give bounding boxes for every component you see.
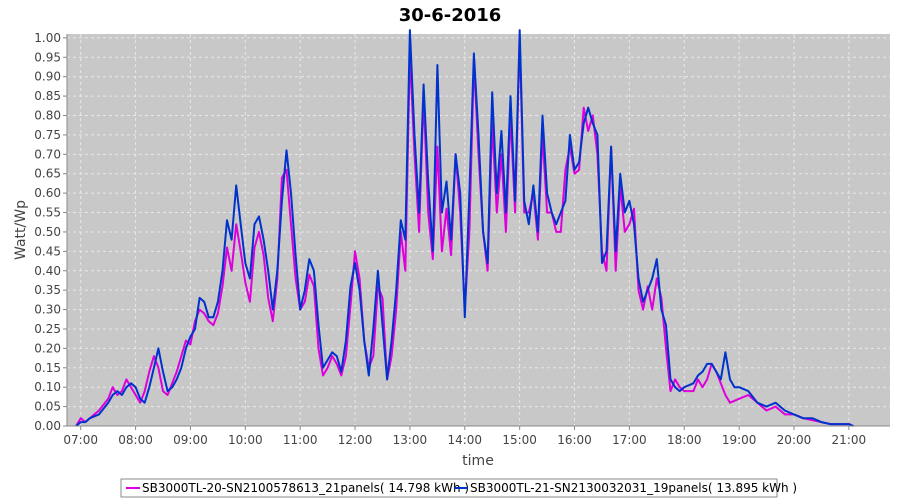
x-tick-label: 20:00 [777, 433, 812, 447]
x-tick-label: 10:00 [228, 433, 263, 447]
series-lines [75, 29, 854, 427]
legend-label-series-1: SB3000TL-20-SN2100578613_21panels( 14.79… [142, 481, 469, 495]
x-tick-label: 09:00 [173, 433, 208, 447]
y-tick-label: 0.25 [34, 322, 61, 336]
y-tick-label: 0.90 [34, 70, 61, 84]
y-axis-title: Watt/Wp [13, 200, 29, 260]
y-tick-label: 0.55 [34, 206, 61, 220]
y-tick-label: 0.75 [34, 128, 61, 142]
axes: 0.00 0.05 0.10 0.15 0.20 0.25 0.30 0.35 0.40 0.45… [34, 31, 890, 447]
y-tick-label: 0.15 [34, 361, 61, 375]
y-tick-label: 0.35 [34, 283, 61, 297]
y-tick-label: 0.10 [34, 380, 61, 394]
y-tick-label: 0.05 [34, 400, 61, 414]
y-tick-label: 0.20 [34, 341, 61, 355]
x-tick-label: 07:00 [63, 433, 98, 447]
series-line-2 [75, 29, 854, 427]
y-tick-label: 0.80 [34, 109, 61, 123]
x-tick-label: 08:00 [118, 433, 153, 447]
y-tick-label: 0.65 [34, 167, 61, 181]
series-line-1 [75, 36, 854, 427]
x-tick-label: 14:00 [447, 433, 482, 447]
chart-title: 30-6-2016 [399, 5, 502, 26]
x-axis-title: time [462, 453, 494, 469]
x-tick-label: 15:00 [502, 433, 537, 447]
y-tick-label: 0.50 [34, 225, 61, 239]
legend: SB3000TL-20-SN2100578613_21panels( 14.79… [120, 478, 797, 498]
x-tick-label: 19:00 [722, 433, 757, 447]
grid [67, 34, 890, 427]
y-tick-label: 0.00 [34, 419, 61, 433]
y-tick-label: 0.85 [34, 89, 61, 103]
legend-label-series-2: SB3000TL-21-SN2130032031_19panels( 13.89… [470, 481, 797, 495]
x-tick-label: 16:00 [557, 433, 592, 447]
x-tick-label: 17:00 [612, 433, 647, 447]
y-tick-label: 0.70 [34, 147, 61, 161]
x-tick-label: 12:00 [338, 433, 373, 447]
legend-box [120, 478, 778, 498]
y-tick-label: 0.45 [34, 244, 61, 258]
x-tick-label: 11:00 [283, 433, 318, 447]
y-tick-label: 0.95 [34, 50, 61, 64]
x-tick-label: 13:00 [393, 433, 428, 447]
y-tick-label: 1.00 [34, 31, 61, 45]
plot-area [67, 34, 890, 426]
y-tick-label: 0.30 [34, 303, 61, 317]
x-tick-label: 18:00 [667, 433, 702, 447]
x-tick-label: 21:00 [832, 433, 867, 447]
y-tick-label: 0.60 [34, 186, 61, 200]
y-tick-label: 0.40 [34, 264, 61, 278]
